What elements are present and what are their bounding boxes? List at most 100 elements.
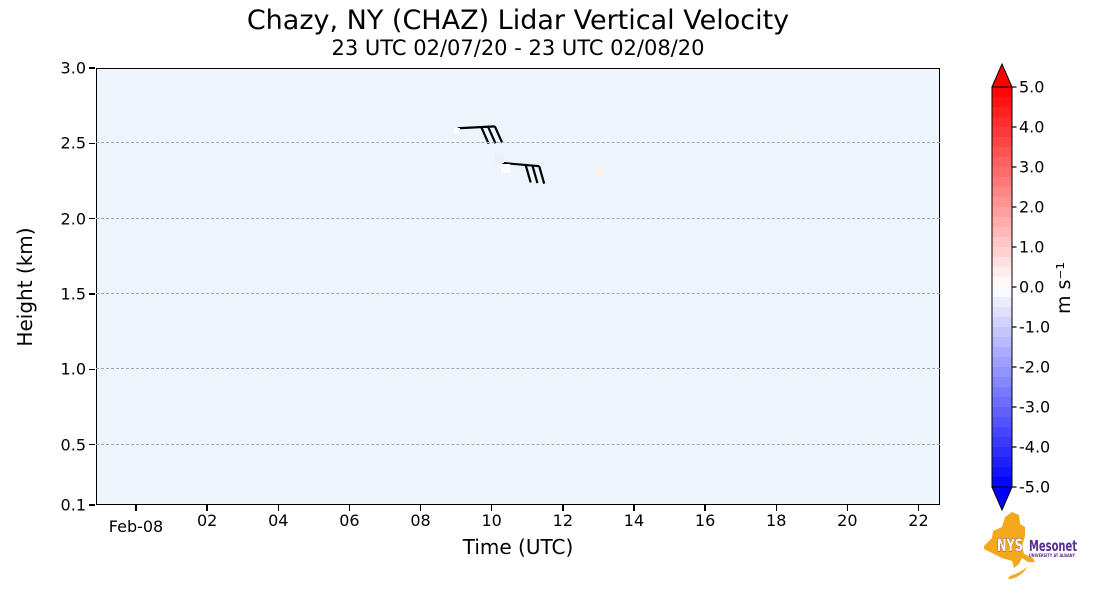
colorbar (991, 62, 1017, 512)
colorbar-band (992, 97, 1012, 108)
x-tick-mark (562, 505, 564, 511)
x-tick-label: 06 (339, 511, 360, 530)
x-tick-mark (704, 505, 706, 511)
x-tick-mark (135, 505, 137, 511)
y-tick-mark (89, 368, 95, 371)
colorbar-tick-label: 1.0 (1019, 237, 1045, 257)
y-tick-label: 1.5 (60, 284, 86, 304)
colorbar-tick-label: 0.0 (1019, 277, 1045, 297)
y-tick-mark (89, 217, 95, 220)
y-tick-label: 2.5 (60, 133, 86, 153)
colorbar-band (992, 357, 1012, 368)
colorbar-band (992, 257, 1012, 268)
x-tick-mark (490, 505, 493, 511)
colorbar-band (992, 377, 1012, 388)
colorbar-band (992, 167, 1012, 178)
y-tick-mark (89, 142, 95, 145)
x-tick-label: 20 (837, 511, 858, 530)
y-gridline (96, 293, 940, 295)
colorbar-band (992, 137, 1012, 148)
y-tick-mark (89, 504, 95, 506)
colorbar-unit-label: m s⁻¹ (1053, 261, 1075, 315)
colorbar-band (992, 177, 1012, 188)
colorbar-band (992, 87, 1012, 98)
y-tick-label: 0.1 (60, 495, 86, 515)
colorbar-band (992, 207, 1012, 218)
colorbar-arrow (991, 62, 1013, 88)
colorbar-band (992, 387, 1012, 398)
colorbar-band (992, 287, 1012, 298)
colorbar-band (992, 157, 1012, 168)
colorbar-band (992, 217, 1012, 228)
colorbar-band (992, 197, 1012, 208)
colorbar-band (992, 367, 1012, 378)
x-tick-label: 14 (623, 511, 645, 530)
colorbar-band (992, 477, 1012, 488)
x-tick-mark (348, 505, 351, 511)
colorbar-band (992, 117, 1012, 128)
colorbar-tick-label: -1.0 (1019, 317, 1051, 337)
nys-mesonet-logo: NYS Mesonet UNIVERSITY AT ALBANY (984, 512, 1077, 579)
x-tick-label: Feb-08 (108, 517, 164, 536)
colorbar-band (992, 147, 1012, 158)
colorbar-band (992, 337, 1012, 348)
colorbar-band (992, 457, 1012, 468)
velocity-pixel (453, 128, 460, 135)
colorbar-tick-label: -2.0 (1019, 357, 1051, 377)
colorbar-band (992, 327, 1012, 338)
x-tick-label: 04 (268, 511, 289, 530)
y-tick-label: 0.5 (60, 435, 86, 455)
chart-subtitle: 23 UTC 02/07/20 - 23 UTC 02/08/20 (331, 36, 705, 60)
colorbar-band (992, 317, 1012, 328)
x-tick-mark (846, 505, 849, 511)
colorbar-tick-label: 5.0 (1019, 77, 1045, 97)
colorbar-band (992, 467, 1012, 478)
y-gridline (96, 142, 940, 144)
colorbar-band (992, 407, 1012, 418)
y-tick-label: 1.0 (60, 359, 86, 379)
y-tick-mark (89, 293, 95, 295)
y-tick-label: 3.0 (60, 58, 86, 78)
colorbar-band (992, 277, 1012, 288)
x-tick-label: 12 (552, 511, 573, 530)
x-tick-label: 22 (908, 511, 929, 530)
velocity-pixel (500, 164, 510, 174)
chart-title: Chazy, NY (CHAZ) Lidar Vertical Velocity (246, 5, 790, 36)
y-axis-label: Height (km) (13, 227, 37, 347)
logo-org-text: NYS (997, 536, 1023, 556)
y-gridline (96, 368, 940, 370)
x-tick-label: 18 (766, 511, 787, 530)
colorbar-band (992, 347, 1012, 358)
colorbar-band (992, 437, 1012, 448)
colorbar-band (992, 237, 1012, 248)
velocity-pixel (594, 169, 603, 178)
colorbar-band (992, 297, 1012, 308)
x-axis-label: Time (UTC) (462, 535, 574, 559)
ny-state-shape-icon (984, 512, 1035, 568)
x-tick-mark (206, 505, 208, 511)
colorbar-band (992, 227, 1012, 238)
logo-name-text: Mesonet (1029, 537, 1077, 555)
y-gridline (96, 217, 940, 219)
x-tick-label: 16 (694, 511, 716, 530)
colorbar-band (992, 397, 1012, 408)
colorbar-band (992, 127, 1012, 138)
colorbar-tick-label: 4.0 (1019, 117, 1045, 137)
x-tick-label: 10 (481, 511, 502, 530)
colorbar-band (992, 307, 1012, 318)
y-tick-mark (89, 67, 95, 69)
colorbar-tick-label: -5.0 (1019, 477, 1051, 497)
y-gridline (96, 443, 940, 445)
colorbar-band (992, 187, 1012, 198)
colorbar-tick-label: -4.0 (1019, 437, 1051, 457)
colorbar-tick-label: -3.0 (1019, 397, 1051, 417)
colorbar-band (992, 417, 1012, 428)
colorbar-tick-label: 2.0 (1019, 197, 1045, 217)
colorbar-band (992, 427, 1012, 438)
x-tick-label: 02 (196, 511, 218, 530)
y-tick-label: 2.0 (60, 209, 86, 229)
colorbar-tick-label: 3.0 (1019, 157, 1045, 177)
logo-subtitle-text: UNIVERSITY AT ALBANY (1029, 553, 1076, 559)
plot-area (96, 68, 940, 505)
colorbar-band (992, 447, 1012, 458)
